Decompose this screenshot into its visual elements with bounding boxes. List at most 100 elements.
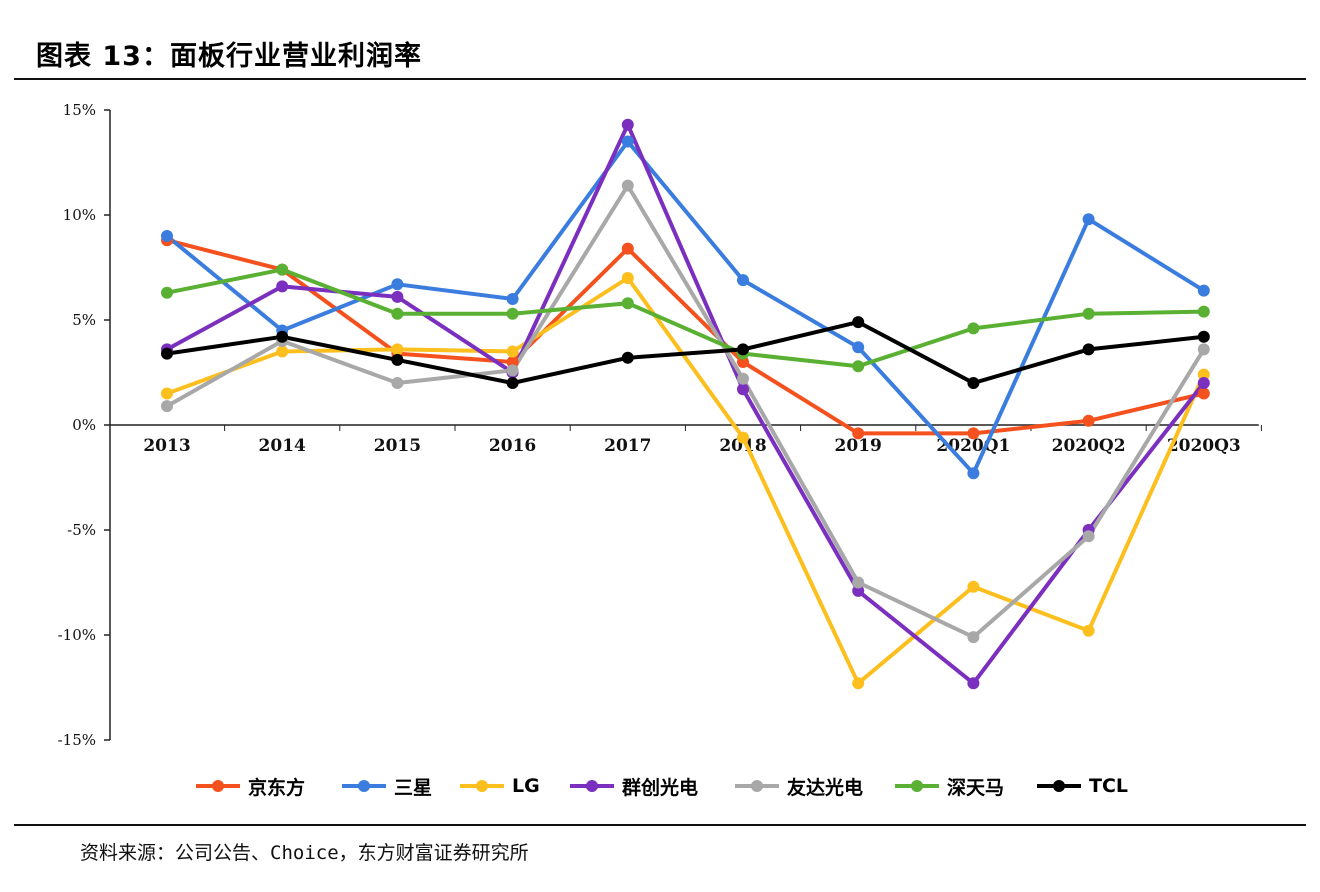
y-tick-label: 15% <box>63 101 96 119</box>
data-point <box>967 580 980 593</box>
series-line-5 <box>165 267 1206 369</box>
legend-item: 京东方 <box>196 768 305 804</box>
data-point <box>1197 284 1210 297</box>
chart-legend: 京东方 三星 LG 群创光电 友达光电 深天马 TCL <box>0 768 1320 804</box>
data-point <box>161 347 173 360</box>
data-point <box>852 427 865 440</box>
y-tick-label: 10% <box>63 206 96 224</box>
legend-swatch <box>895 780 939 792</box>
legend-marker <box>1053 780 1065 792</box>
x-tick-label: 2016 <box>489 436 536 456</box>
data-point <box>161 387 173 400</box>
x-tick-label: 2018 <box>719 436 766 456</box>
legend-label: TCL <box>1089 775 1129 797</box>
data-point <box>852 576 865 589</box>
data-point <box>1197 343 1210 356</box>
legend-swatch <box>460 780 504 792</box>
data-point <box>621 179 634 192</box>
series-line-4 <box>165 183 1206 640</box>
data-point <box>852 677 865 690</box>
series-points <box>161 118 1210 690</box>
title-divider <box>14 78 1306 80</box>
data-point <box>391 353 404 366</box>
data-point <box>391 343 404 356</box>
data-point <box>737 356 749 368</box>
data-point <box>737 431 749 444</box>
series-line-2 <box>165 276 1206 686</box>
data-point <box>852 360 865 373</box>
data-point <box>852 584 865 597</box>
legend-marker <box>476 780 488 792</box>
data-point <box>161 286 173 299</box>
legend-label: LG <box>512 775 540 797</box>
legend-item: 友达光电 <box>735 768 863 804</box>
x-tick-label: 2014 <box>259 436 306 456</box>
legend-item: 深天马 <box>895 768 1004 804</box>
y-tick-label: 5% <box>72 311 96 329</box>
legend-marker <box>358 780 370 792</box>
data-point <box>161 400 173 413</box>
data-point <box>621 135 634 148</box>
data-point <box>967 427 980 440</box>
data-point <box>1082 624 1095 637</box>
x-tick-label: 2017 <box>604 436 651 456</box>
source-note: 资料来源：公司公告、Choice，东方财富证券研究所 <box>80 842 529 864</box>
data-point <box>276 280 289 293</box>
footer-divider <box>14 824 1306 826</box>
series-line-0 <box>165 238 1206 436</box>
data-point <box>161 230 173 242</box>
data-point <box>852 316 865 329</box>
data-point <box>391 290 404 303</box>
data-point <box>621 272 634 284</box>
legend-label: 京东方 <box>248 776 306 799</box>
legend-swatch <box>735 780 779 792</box>
legend-marker <box>751 780 763 792</box>
data-point <box>1197 305 1210 318</box>
data-point <box>967 322 980 335</box>
data-point <box>737 274 749 287</box>
data-point <box>276 330 289 343</box>
legend-swatch <box>1037 780 1081 792</box>
data-point <box>1082 213 1095 226</box>
legend-label: 三星 <box>394 776 433 799</box>
x-tick-label: 2019 <box>835 436 882 456</box>
data-point <box>621 297 634 310</box>
y-tick-label: -5% <box>67 521 96 539</box>
data-point <box>1082 343 1095 356</box>
page-title: 图表 13：面板行业营业利润率 <box>36 41 422 72</box>
data-point <box>621 118 634 131</box>
data-point <box>391 278 404 291</box>
data-point <box>737 372 749 385</box>
y-tick-label: 0% <box>72 416 96 434</box>
data-point <box>506 293 519 305</box>
legend-swatch <box>342 780 386 792</box>
series-line-6 <box>165 320 1206 385</box>
legend-label: 友达光电 <box>787 776 864 799</box>
x-tick-label: 2020Q2 <box>1052 436 1126 456</box>
data-point <box>506 345 519 358</box>
legend-swatch <box>570 780 614 792</box>
y-tick-label: -15% <box>58 731 96 749</box>
data-point <box>506 364 519 377</box>
data-point <box>506 377 519 389</box>
data-point <box>276 263 289 276</box>
data-point <box>1082 414 1095 427</box>
data-point <box>967 377 980 389</box>
x-tick-label: 2013 <box>143 436 190 456</box>
data-point <box>967 631 980 644</box>
data-point <box>391 307 404 320</box>
data-point <box>967 677 980 690</box>
data-point <box>506 356 519 368</box>
data-point <box>1197 377 1210 389</box>
x-tick-label: 2020Q3 <box>1167 436 1241 456</box>
data-point <box>737 343 749 356</box>
legend-marker <box>586 780 598 792</box>
legend-item: TCL <box>1037 768 1128 804</box>
data-point <box>621 242 634 255</box>
data-point <box>967 467 980 480</box>
data-point <box>506 307 519 320</box>
data-point <box>1197 368 1210 381</box>
data-point <box>621 351 634 364</box>
legend-item: 群创光电 <box>570 768 698 804</box>
